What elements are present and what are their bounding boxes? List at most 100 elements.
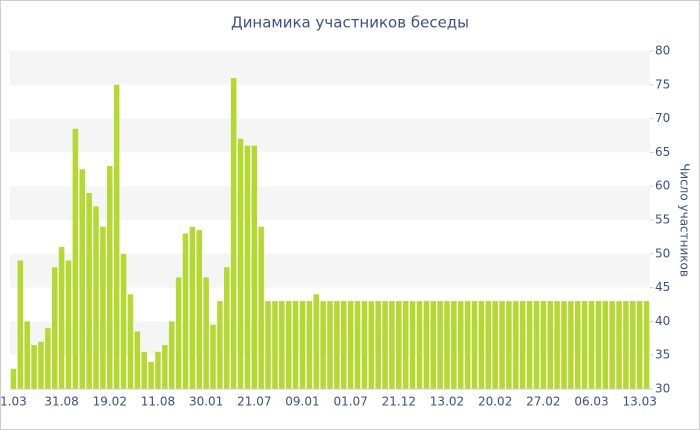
bar (513, 301, 519, 389)
bar (251, 145, 258, 389)
bar (141, 351, 147, 389)
bar (396, 301, 402, 389)
bar (217, 301, 223, 389)
bar (189, 226, 196, 389)
bar (416, 301, 423, 389)
y-tick-label: 40 (655, 314, 670, 328)
x-tick-label: 27.02 (526, 395, 560, 409)
x-tick-label: 21.12 (382, 395, 416, 409)
bar (533, 301, 540, 389)
bar (361, 301, 368, 389)
bar (423, 301, 430, 389)
bar (595, 301, 602, 389)
bar (224, 267, 230, 389)
bar (547, 301, 553, 389)
bar (636, 301, 643, 389)
bar (574, 301, 581, 389)
chart-title: Динамика участников беседы (231, 14, 469, 32)
bar (506, 301, 512, 389)
bar (51, 267, 58, 389)
y-tick-label: 35 (655, 348, 670, 362)
bar (389, 301, 395, 389)
bar (24, 321, 30, 389)
bar (31, 345, 37, 389)
bar (237, 138, 244, 389)
bar (313, 294, 319, 389)
bar (299, 301, 306, 389)
grid-band (10, 51, 650, 85)
bar (65, 260, 72, 389)
bar (127, 294, 134, 389)
bar (155, 351, 161, 389)
y-tick-label: 75 (655, 77, 670, 91)
bar (79, 169, 86, 389)
y-tick-label: 60 (655, 179, 670, 193)
x-tick-label: 13.02 (430, 395, 464, 409)
bar (327, 301, 333, 389)
x-tick-label: 21.07 (237, 395, 271, 409)
bar (561, 301, 567, 389)
bar (458, 301, 464, 389)
bar (354, 301, 361, 389)
bar (375, 301, 381, 389)
bar (499, 301, 505, 389)
bar (279, 301, 285, 389)
bar (162, 345, 168, 389)
bar (623, 301, 629, 389)
x-tick-label: 01.07 (333, 395, 367, 409)
bar (265, 301, 271, 389)
y-tick-label: 65 (655, 145, 670, 159)
bar (451, 301, 457, 389)
bar (554, 301, 560, 389)
bar (175, 277, 182, 389)
bar (38, 341, 44, 389)
bar (609, 301, 615, 389)
bar (588, 301, 595, 389)
bar (306, 301, 313, 389)
bar (347, 301, 354, 389)
bar (402, 301, 409, 389)
bar (409, 301, 416, 389)
grid-band (10, 253, 650, 288)
bar (430, 301, 436, 389)
bar (203, 277, 209, 389)
bar (86, 192, 92, 389)
bar (492, 301, 498, 389)
y-tick-label: 70 (655, 111, 670, 125)
bar (148, 361, 154, 389)
x-tick-label: 13.03 (622, 395, 656, 409)
x-tick-label: 31.08 (44, 395, 78, 409)
bar (100, 226, 106, 389)
bar (182, 233, 189, 389)
y-tick-label: 55 (655, 213, 670, 227)
bar (478, 301, 485, 389)
y-tick-label: 50 (655, 246, 670, 260)
bar (58, 247, 65, 389)
bar (107, 165, 113, 389)
y-tick-label: 30 (655, 382, 670, 396)
bar (196, 230, 202, 389)
grid-band (10, 118, 650, 153)
bar (519, 301, 526, 389)
bar (168, 321, 175, 389)
bar (292, 301, 299, 389)
bar (258, 226, 264, 389)
x-tick-label: 09.01 (285, 395, 319, 409)
bar (244, 145, 251, 389)
y-axis-title: Число участников (678, 163, 692, 277)
bar (72, 128, 79, 390)
bar (464, 301, 471, 389)
bar (134, 331, 141, 389)
bar (334, 301, 340, 389)
bar (526, 301, 533, 389)
x-tick-label: 06.03 (574, 395, 608, 409)
bar (602, 301, 609, 389)
bar (17, 260, 24, 389)
grid-band (10, 186, 650, 220)
bar (285, 301, 292, 389)
bar (45, 328, 51, 389)
bar (643, 301, 650, 389)
x-tick-label: 20.02 (478, 395, 512, 409)
